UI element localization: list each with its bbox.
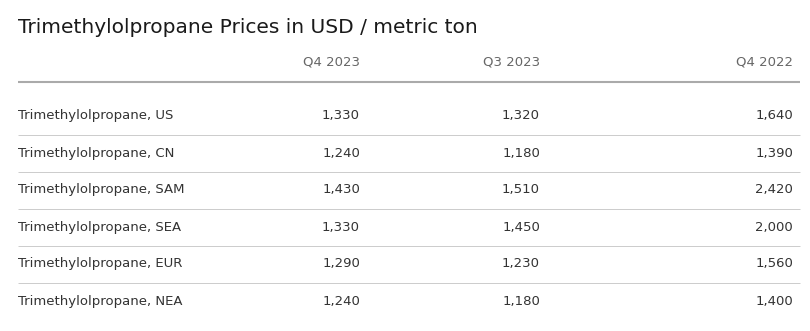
Text: Q4 2022: Q4 2022 [736,56,793,69]
Text: Q3 2023: Q3 2023 [483,56,540,69]
Text: 1,390: 1,390 [755,147,793,160]
Text: 1,180: 1,180 [502,295,540,307]
Text: Trimethylolpropane Prices in USD / metric ton: Trimethylolpropane Prices in USD / metri… [18,18,478,37]
Text: Q4 2023: Q4 2023 [303,56,360,69]
Text: 1,640: 1,640 [755,110,793,122]
Text: Trimethylolpropane, SEA: Trimethylolpropane, SEA [18,220,181,233]
Text: 1,330: 1,330 [322,110,360,122]
Text: Trimethylolpropane, NEA: Trimethylolpropane, NEA [18,295,182,307]
Text: Trimethylolpropane, EUR: Trimethylolpropane, EUR [18,258,182,270]
Text: 1,330: 1,330 [322,220,360,233]
Text: 1,320: 1,320 [502,110,540,122]
Text: 1,430: 1,430 [322,183,360,197]
Text: Trimethylolpropane, CN: Trimethylolpropane, CN [18,147,174,160]
Text: 1,230: 1,230 [502,258,540,270]
Text: 1,290: 1,290 [322,258,360,270]
Text: 1,240: 1,240 [322,295,360,307]
Text: 1,180: 1,180 [502,147,540,160]
Text: Trimethylolpropane, SAM: Trimethylolpropane, SAM [18,183,185,197]
Text: 1,240: 1,240 [322,147,360,160]
Text: 1,400: 1,400 [755,295,793,307]
Text: Trimethylolpropane, US: Trimethylolpropane, US [18,110,173,122]
Text: 1,450: 1,450 [502,220,540,233]
Text: 2,000: 2,000 [755,220,793,233]
Text: 1,560: 1,560 [755,258,793,270]
Text: 1,510: 1,510 [502,183,540,197]
Text: 2,420: 2,420 [755,183,793,197]
